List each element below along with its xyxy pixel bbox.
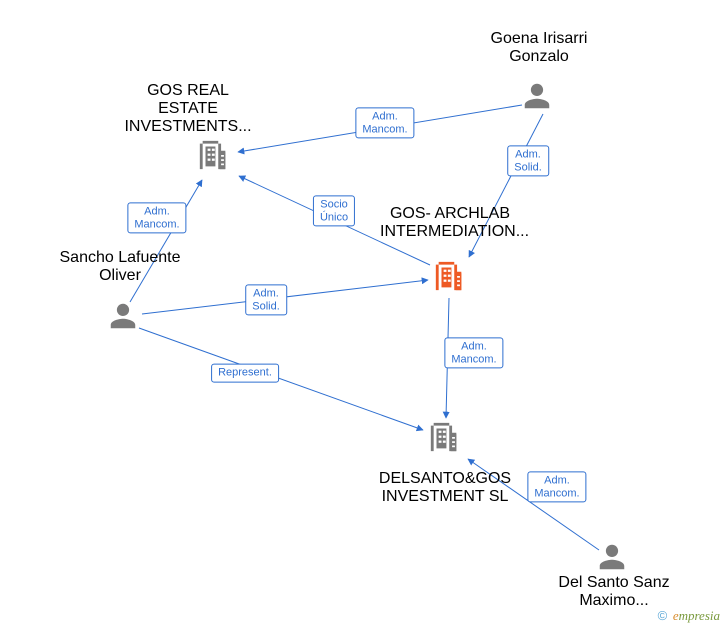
edge-label: Adm. Mancom. — [527, 471, 586, 502]
person-icon — [108, 301, 138, 331]
edge-line — [139, 328, 423, 430]
edge-label: Adm. Mancom. — [355, 107, 414, 138]
building-icon — [433, 259, 467, 293]
edge-label: Adm. Solid. — [507, 145, 549, 176]
node-delsanto-company[interactable] — [428, 420, 462, 454]
edge-label: Socio Único — [313, 195, 355, 226]
person-icon — [522, 81, 552, 111]
node-label: Goena Irisarri Gonzalo — [469, 30, 609, 66]
node-sancho-person[interactable] — [108, 301, 138, 331]
watermark-rest: mpresia — [679, 608, 720, 623]
edge-label: Adm. Mancom. — [127, 202, 186, 233]
watermark: © empresia — [658, 608, 720, 624]
node-label: DELSANTO&GOS INVESTMENT SL — [375, 470, 515, 506]
person-icon — [597, 542, 627, 572]
building-icon — [197, 138, 231, 172]
node-gos-real-estate[interactable] — [197, 138, 231, 172]
node-label: Sancho Lafuente Oliver — [50, 249, 190, 285]
node-label: Del Santo Sanz Maximo... — [544, 574, 684, 610]
node-label: GOS- ARCHLAB INTERMEDIATION... — [380, 205, 520, 241]
edge-label: Adm. Solid. — [245, 284, 287, 315]
edge-label: Adm. Mancom. — [444, 337, 503, 368]
building-icon — [428, 420, 462, 454]
node-goena-person[interactable] — [522, 81, 552, 111]
copyright-symbol: © — [658, 608, 668, 623]
node-label: GOS REAL ESTATE INVESTMENTS... — [118, 82, 258, 136]
node-delsanto-person[interactable] — [597, 542, 627, 572]
diagram-canvas: Adm. Mancom. Adm. Solid. Socio Único Adm. M… — [0, 0, 728, 630]
node-gos-archlab[interactable] — [433, 259, 467, 293]
edge-label: Represent. — [211, 364, 279, 383]
